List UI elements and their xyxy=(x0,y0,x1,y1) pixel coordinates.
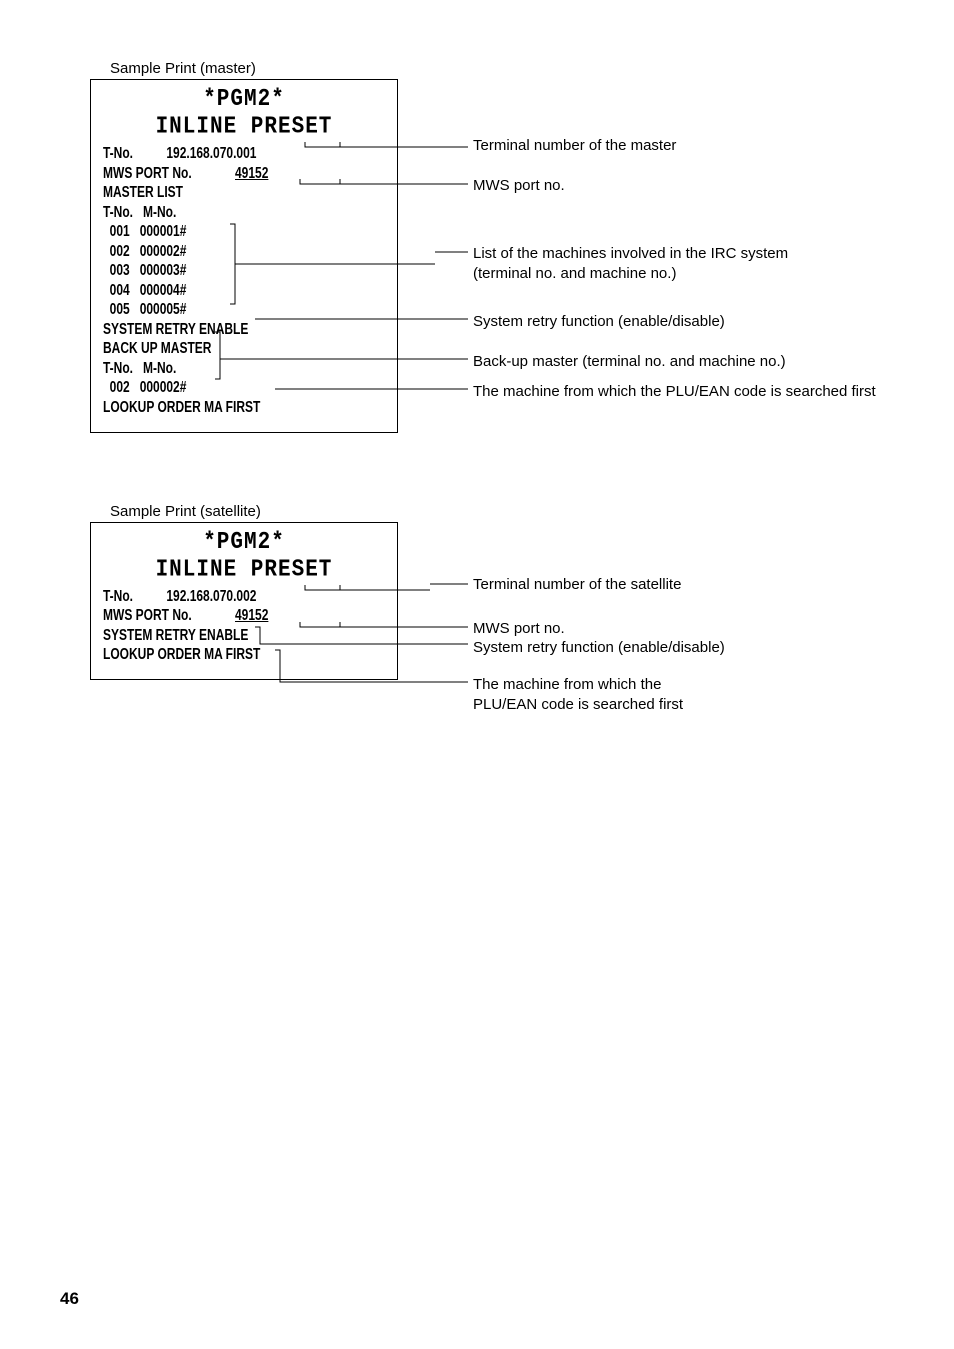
ann-backup: Back-up master (terminal no. and machine… xyxy=(473,351,786,372)
sat-tno-row: T-No. 192.168.070.002 xyxy=(103,587,384,607)
ann-terminal: Terminal number of the master xyxy=(473,135,676,156)
master-print-box: *PGM2* INLINE PRESET T-No. 192.168.070.0… xyxy=(90,79,398,433)
satellite-block: *PGM2* INLINE PRESET T-No. 192.168.070.0… xyxy=(90,522,884,680)
sat-ann-lookup1: The machine from which the xyxy=(473,674,661,695)
sat-title-l1: *PGM2* xyxy=(203,529,285,555)
sat-retry: SYSTEM RETRY ENABLE xyxy=(103,626,384,646)
masterlist-label: MASTER LIST xyxy=(103,183,384,203)
retry: SYSTEM RETRY ENABLE xyxy=(103,320,384,340)
master-block: *PGM2* INLINE PRESET T-No. 192.168.070.0… xyxy=(90,79,884,433)
sample-label-master: Sample Print (master) xyxy=(110,60,884,77)
sat-ann-terminal: Terminal number of the satellite xyxy=(473,574,681,595)
tno-row: T-No. 192.168.070.001 xyxy=(103,144,384,164)
sat-ann-retry: System retry function (enable/disable) xyxy=(473,637,725,658)
ann-list2: (terminal no. and machine no.) xyxy=(473,263,676,284)
sat-title-l2: INLINE PRESET xyxy=(156,557,333,583)
row3: 003 000003# xyxy=(103,261,384,281)
mws-row: MWS PORT No. 49152 xyxy=(103,164,384,184)
ann-list1: List of the machines involved in the IRC… xyxy=(473,243,788,264)
backup-row: 002 000002# xyxy=(103,378,384,398)
sat-mws-row: MWS PORT No. 49152 xyxy=(103,606,384,626)
sat-ann-mws: MWS port no. xyxy=(473,618,565,639)
sample-label-sat: Sample Print (satellite) xyxy=(110,503,884,520)
title-l2: INLINE PRESET xyxy=(156,114,333,140)
ann-retry: System retry function (enable/disable) xyxy=(473,311,725,332)
backup-hdr: T-No. M-No. xyxy=(103,359,384,379)
title-l1: *PGM2* xyxy=(203,86,285,112)
ann-mws: MWS port no. xyxy=(473,175,565,196)
sat-ann-lookup2: PLU/EAN code is searched first xyxy=(473,694,683,715)
ann-lookup: The machine from which the PLU/EAN code … xyxy=(473,381,876,402)
sat-print-box: *PGM2* INLINE PRESET T-No. 192.168.070.0… xyxy=(90,522,398,680)
row5: 005 000005# xyxy=(103,300,384,320)
backup: BACK UP MASTER xyxy=(103,339,384,359)
page: Sample Print (master) *PGM2* INLINE PRES… xyxy=(0,0,954,1349)
row2: 002 000002# xyxy=(103,242,384,262)
receipt-title: *PGM2* INLINE PRESET xyxy=(103,86,385,142)
lookup: LOOKUP ORDER MA FIRST xyxy=(103,398,384,418)
row4: 004 000004# xyxy=(103,281,384,301)
sat-lookup: LOOKUP ORDER MA FIRST xyxy=(103,645,384,665)
page-number: 46 xyxy=(60,1289,79,1309)
row1: 001 000001# xyxy=(103,222,384,242)
col-headers: T-No. M-No. xyxy=(103,203,384,223)
sat-title: *PGM2* INLINE PRESET xyxy=(103,529,385,585)
